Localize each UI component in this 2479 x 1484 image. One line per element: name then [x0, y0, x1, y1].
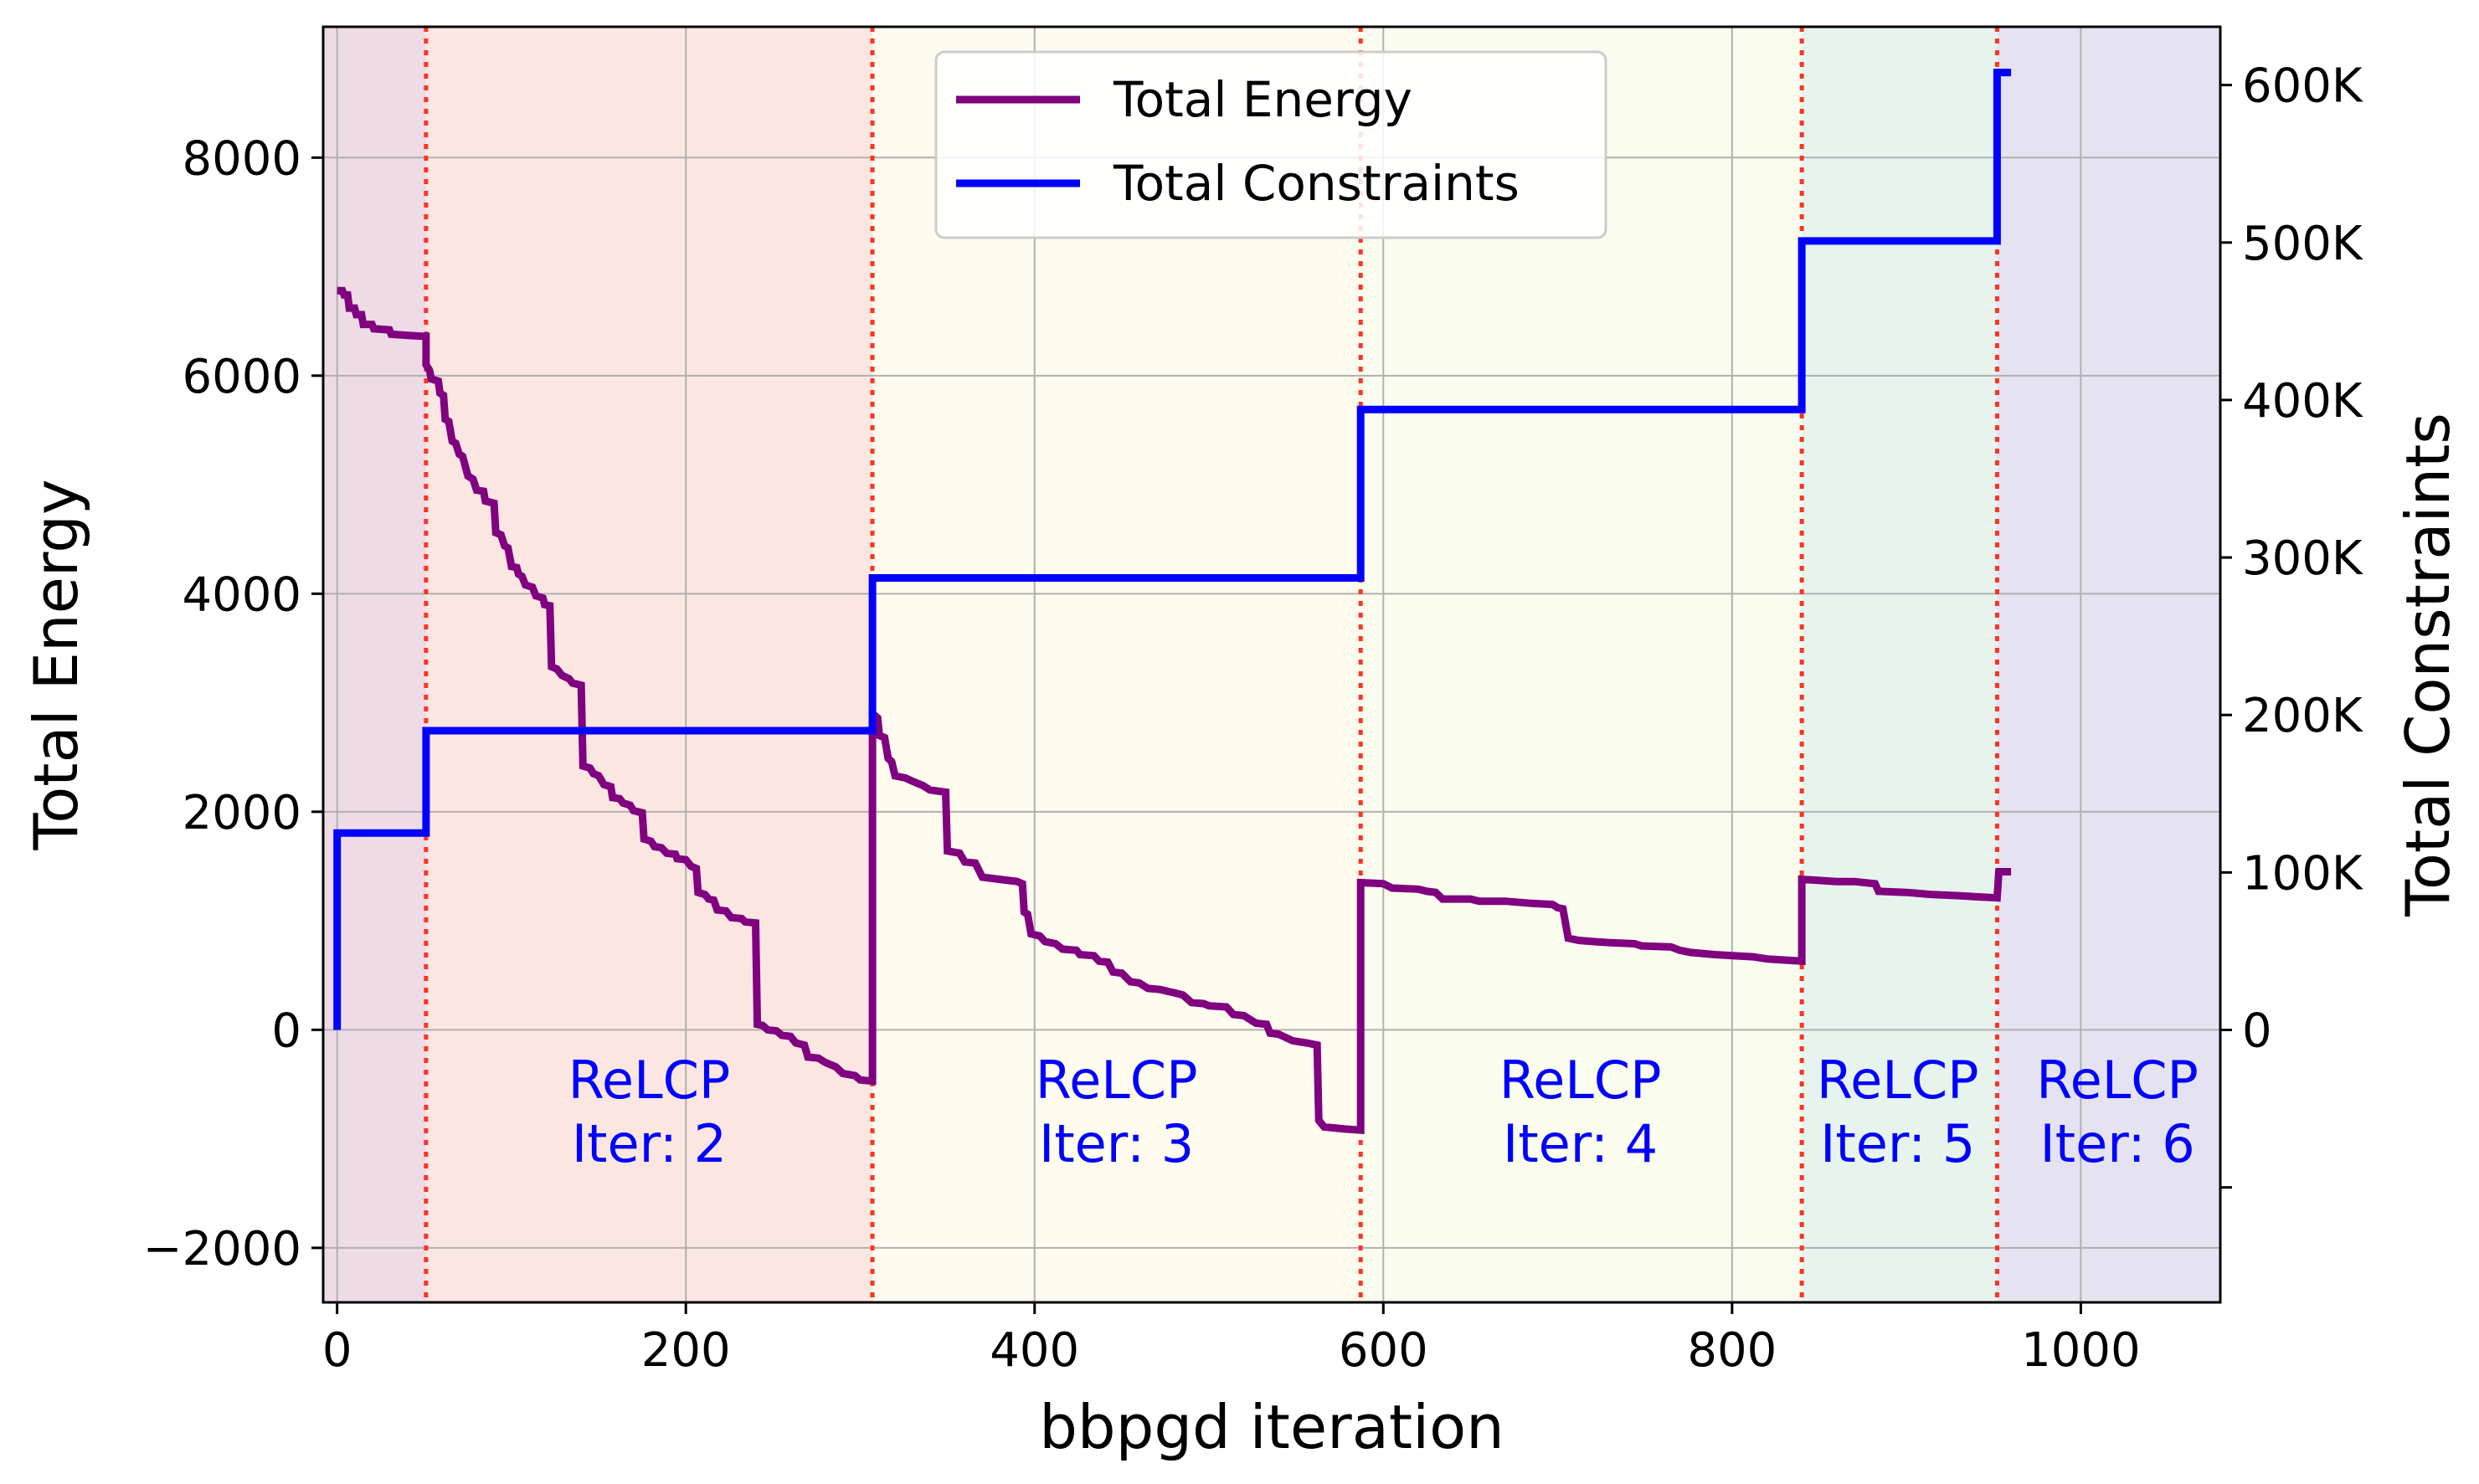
left-axis-title: Total Energy — [21, 479, 91, 850]
left-tick-label: 8000 — [182, 131, 301, 186]
left-tick-label: 0 — [271, 1004, 301, 1058]
region-2 — [425, 27, 873, 1302]
region-4 — [1360, 27, 1803, 1302]
left-tick-label: −2000 — [143, 1222, 301, 1276]
x-tick-label: 600 — [1339, 1323, 1428, 1378]
x-tick-label: 200 — [641, 1323, 731, 1378]
relcp-label-4-line2: Iter: 4 — [1503, 1113, 1658, 1174]
relcp-label-6-line2: Iter: 6 — [2040, 1113, 2195, 1174]
right-tick-label: 300K — [2242, 531, 2363, 586]
x-tick-label: 400 — [990, 1323, 1079, 1378]
legend: Total Energy Total Constraints — [934, 50, 1607, 239]
relcp-label-2-line1: ReLCP — [568, 1050, 731, 1111]
right-tick-label: 400K — [2242, 374, 2363, 429]
legend-box — [934, 50, 1607, 239]
right-tick-label: 200K — [2242, 689, 2363, 743]
legend-label-energy: Total Energy — [1113, 71, 1412, 128]
right-axis-ticks: 0 100K 200K 300K 400K 500K 600K — [2220, 59, 2363, 1189]
region-5 — [1802, 27, 1998, 1302]
x-tick-label: 1000 — [2021, 1323, 2141, 1378]
legend-label-constraints: Total Constraints — [1113, 155, 1520, 212]
plot-frame — [321, 25, 2222, 1304]
relcp-label-6-line1: ReLCP — [2036, 1050, 2199, 1111]
relcp-label-5-line2: Iter: 5 — [1820, 1113, 1975, 1174]
x-tick-label: 0 — [322, 1323, 352, 1378]
region-1 — [323, 27, 426, 1302]
right-tick-label: 500K — [2242, 217, 2363, 271]
series-lines — [333, 69, 2012, 1135]
left-tick-label: 4000 — [182, 567, 301, 622]
relcp-label-3-line2: Iter: 3 — [1039, 1113, 1194, 1174]
relcp-label-4-line1: ReLCP — [1499, 1050, 1662, 1111]
relcp-label-2-line2: Iter: 2 — [572, 1113, 727, 1174]
relcp-label-5-line1: ReLCP — [1817, 1050, 1979, 1111]
x-axis-title: bbpgd iteration — [1039, 1392, 1504, 1462]
x-axis-ticks: 0 200 400 600 800 1000 — [322, 1302, 2141, 1378]
right-tick-label: 0 — [2242, 1004, 2272, 1059]
right-tick-label: 600K — [2242, 59, 2363, 114]
iteration-regions — [323, 27, 2220, 1302]
left-axis-ticks: −2000 0 2000 4000 6000 8000 — [143, 131, 323, 1276]
region-3 — [872, 27, 1361, 1302]
left-tick-label: 2000 — [182, 786, 301, 840]
region-6 — [1997, 27, 2220, 1302]
constraints-line — [333, 69, 2012, 1030]
relcp-label-3-line1: ReLCP — [1036, 1050, 1198, 1111]
x-tick-label: 800 — [1687, 1323, 1777, 1378]
right-tick-label: 100K — [2242, 846, 2363, 901]
energy-line — [337, 286, 2012, 1135]
left-tick-label: 6000 — [182, 350, 301, 404]
right-axis-title: Total Constraints — [2393, 413, 2463, 917]
